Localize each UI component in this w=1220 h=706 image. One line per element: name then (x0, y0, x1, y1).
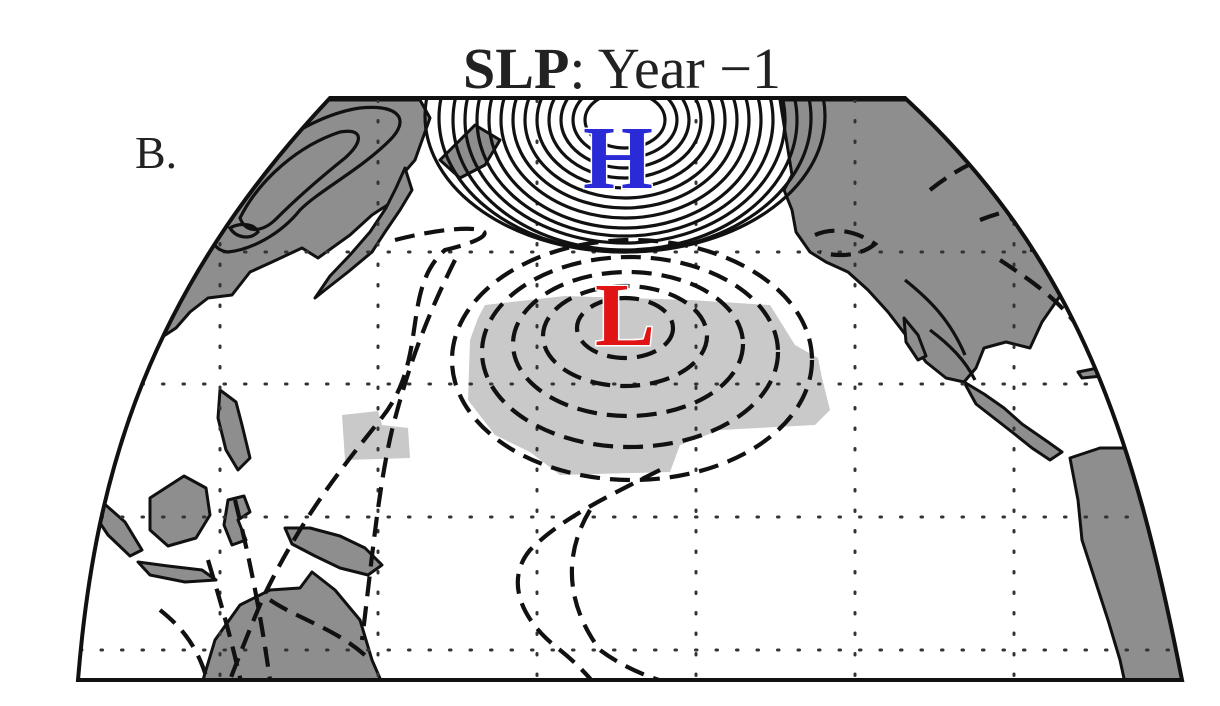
positive-contour (523, 98, 727, 200)
positive-contour (451, 98, 799, 252)
landmass-borneo (148, 474, 212, 548)
landmass-baja-california (902, 316, 928, 362)
low-pressure-center-label: L (595, 266, 655, 365)
negative-contour (479, 254, 781, 450)
positive-contour (499, 98, 751, 220)
negative-contour (540, 283, 710, 389)
positive-contour (929, 328, 977, 381)
negative-contour (359, 259, 457, 641)
negative-contour (449, 237, 815, 483)
map-frame (75, 96, 1185, 682)
panel-label: B. (135, 127, 177, 178)
positive-contour (547, 98, 703, 180)
landmass-philippines (216, 388, 252, 472)
landmass-caribbean-islands (1076, 364, 1134, 380)
positive-contour (238, 129, 360, 232)
landmass-central-america (962, 380, 1064, 462)
landmass-north-america (778, 98, 1182, 384)
landmass-sumatra (80, 478, 144, 558)
negative-contour (205, 559, 248, 680)
positive-contour (114, 263, 166, 327)
negative-contour (515, 468, 661, 680)
negative-contour (569, 508, 741, 680)
map-title: SLP: Year −1 (463, 36, 781, 101)
negative-contour (814, 228, 879, 258)
significance-region-north-pacific (468, 296, 830, 475)
positive-contour (583, 98, 667, 150)
significance-shading (342, 296, 830, 475)
high-pressure-center-label: H (583, 109, 653, 208)
graticule (78, 98, 1182, 680)
negative-contour (158, 608, 213, 680)
title-period: : Year −1 (569, 36, 781, 101)
positive-contour (487, 98, 763, 230)
negative-contour (232, 499, 273, 680)
negative-contour (268, 598, 372, 662)
negative-contour (510, 269, 746, 419)
landmass-south-america (1068, 446, 1182, 680)
negative-contour (218, 226, 487, 680)
positive-contour (571, 98, 679, 160)
landmass-new-guinea (283, 526, 384, 577)
landmass-japan (313, 166, 414, 300)
positive-contour (904, 278, 967, 356)
map-body: H L (78, 98, 1182, 680)
positive-contour (128, 279, 156, 315)
positive-contour (475, 98, 775, 238)
positive-contour (227, 222, 260, 239)
significance-region-western-pacific (342, 411, 410, 460)
positive-contour (423, 98, 827, 254)
landmass-java (136, 560, 218, 584)
positive-contour (511, 98, 739, 210)
title-variable: SLP (463, 36, 569, 101)
landmass-australia (198, 570, 387, 680)
positive-contour (535, 98, 715, 190)
positive-contour (1098, 248, 1152, 331)
negative-contour (574, 295, 676, 361)
positive-contour (559, 98, 691, 170)
positive-contour (463, 98, 787, 245)
